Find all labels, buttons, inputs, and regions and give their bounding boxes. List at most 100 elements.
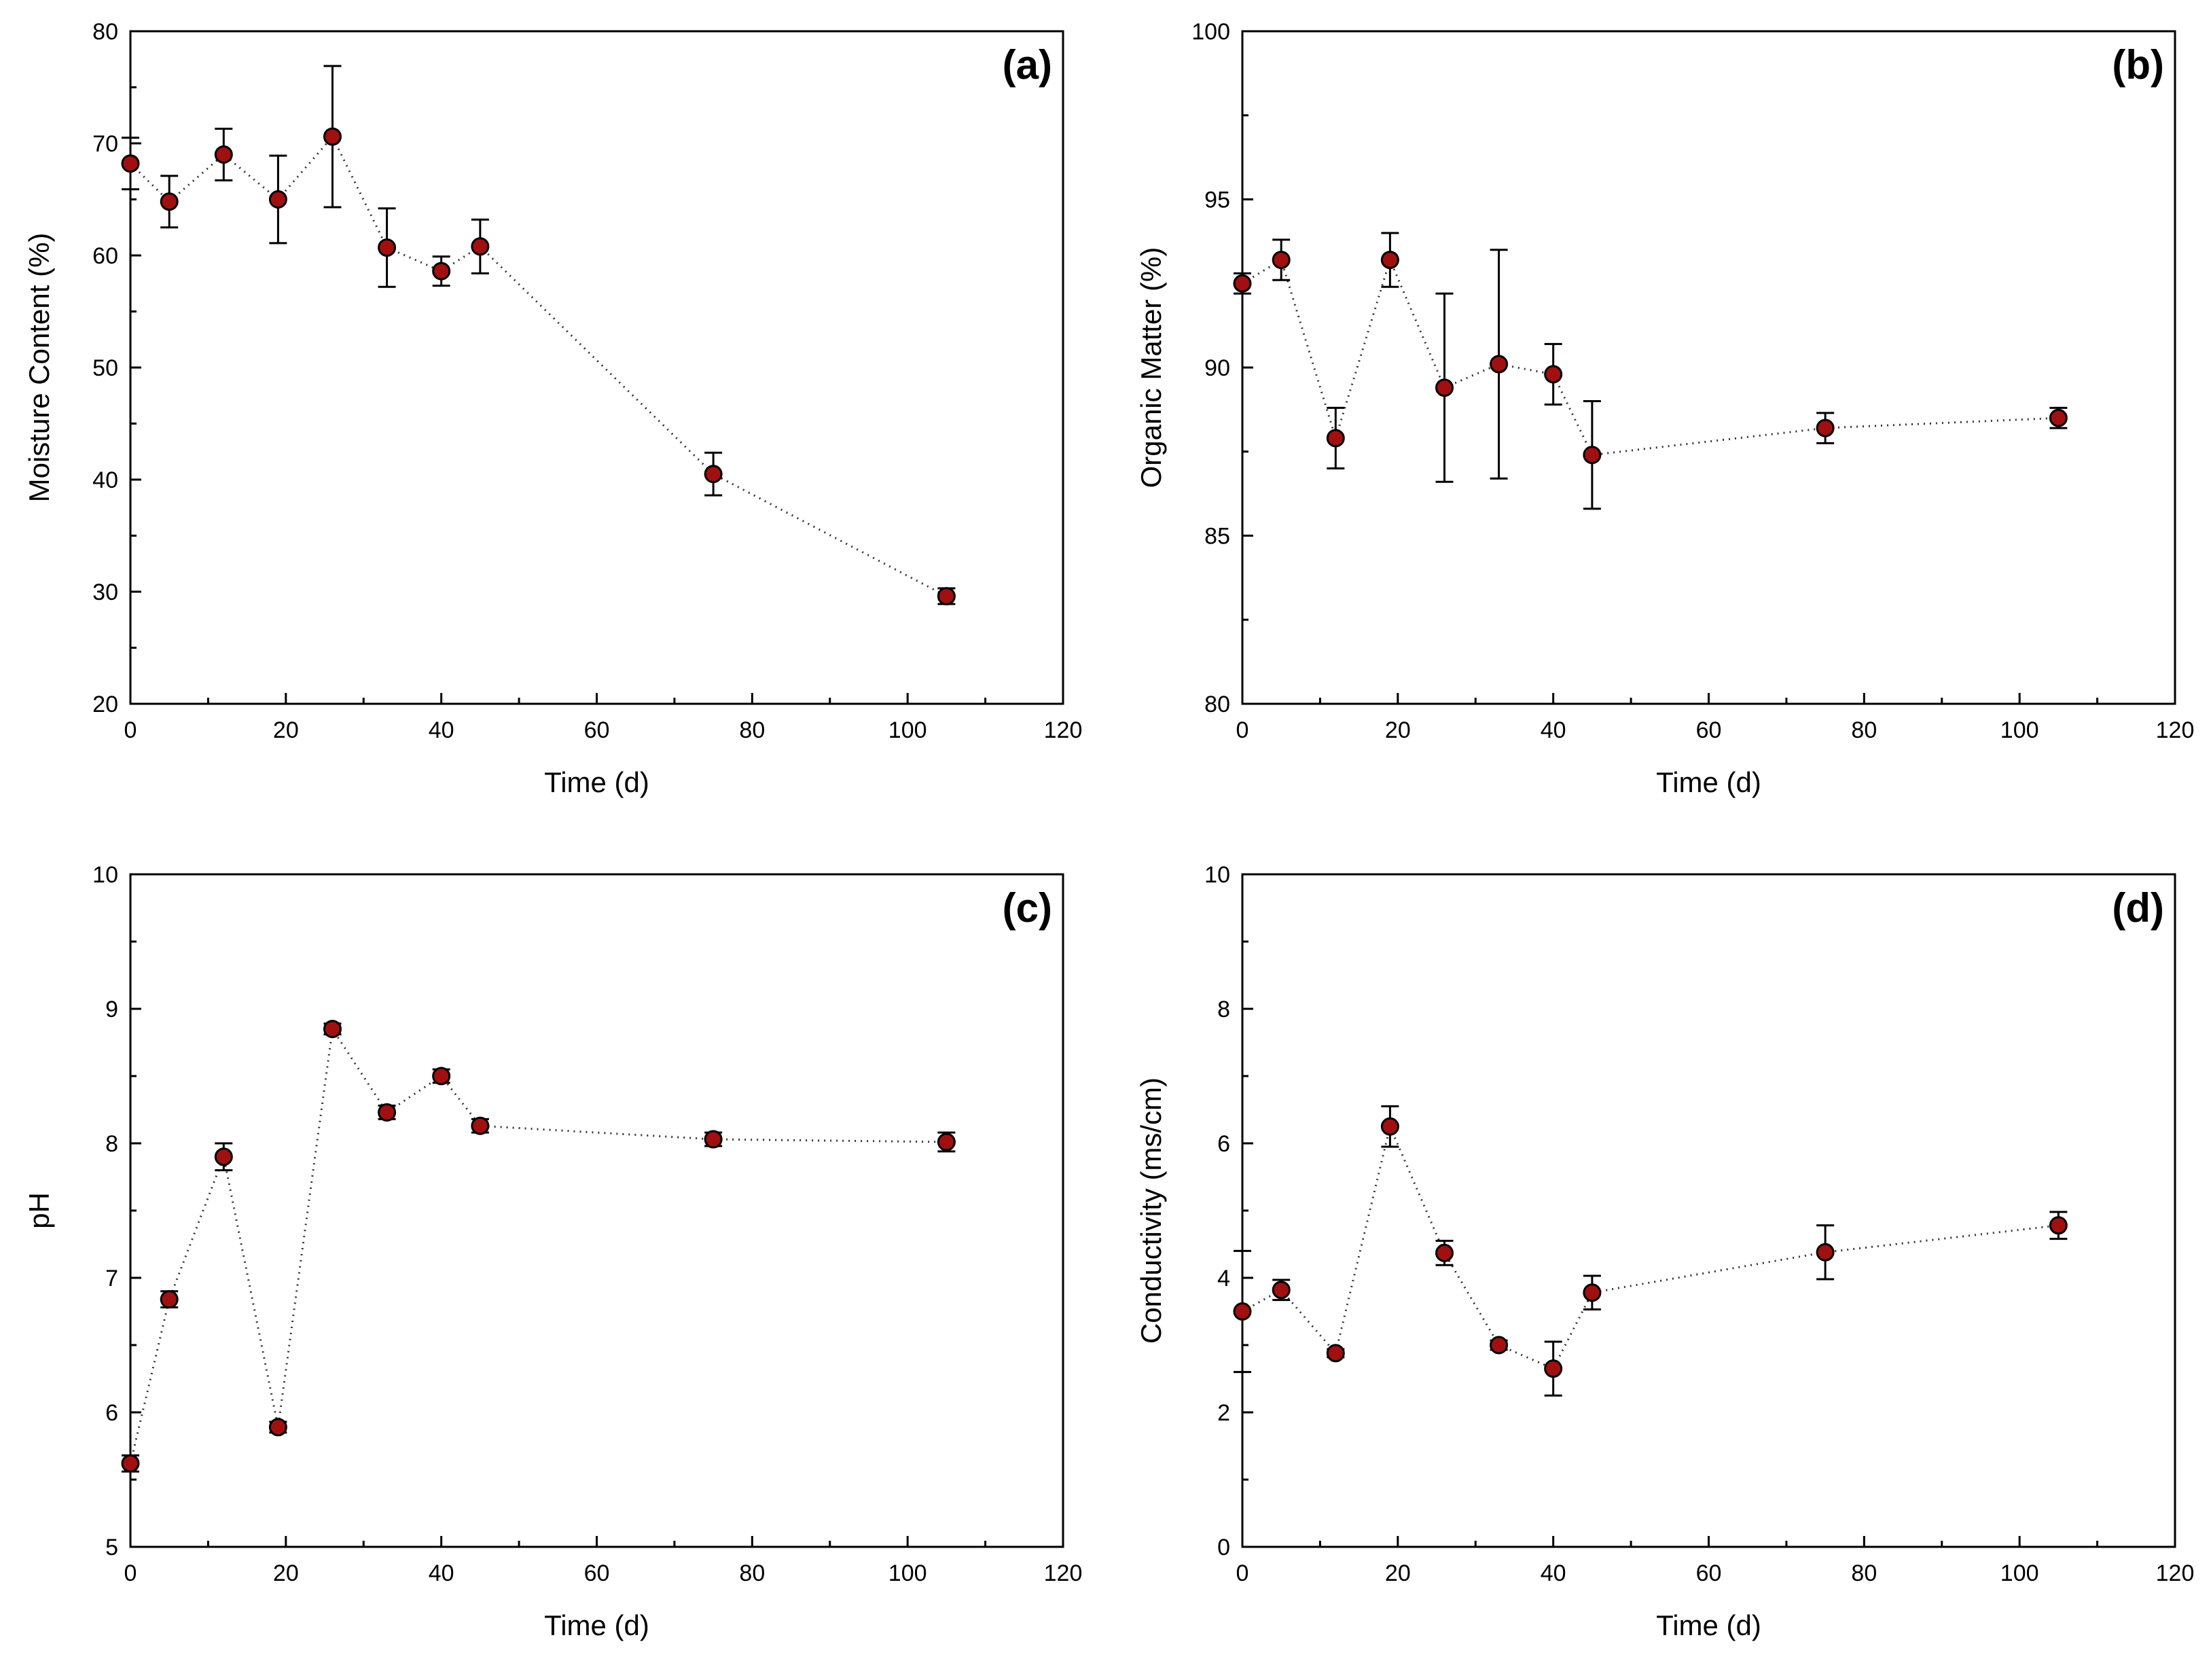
x-tick-label: 60 [584,717,610,743]
series-line [1242,257,2059,457]
data-point [1272,1281,1291,1300]
data-point [1233,274,1252,293]
y-tick-label: 6 [105,1400,118,1426]
x-tick-label: 120 [1044,717,1083,743]
y-tick-label: 20 [92,692,118,717]
x-tick-label: 120 [1044,1560,1083,1586]
y-tick-label: 0 [1217,1535,1230,1560]
data-point [1233,1302,1252,1321]
x-tick-label: 40 [1541,717,1566,743]
data-point [937,1132,956,1151]
plot-frame [129,30,1064,705]
data-point [1544,365,1563,384]
y-tick-label: 85 [1204,524,1230,550]
y-tick-label: 6 [1217,1131,1230,1157]
panel-label: (d) [2112,885,2164,931]
data-point [1544,1359,1563,1378]
data-point [1816,418,1835,437]
panel-label: (a) [1003,42,1052,88]
data-point [160,1290,179,1309]
x-tick-label: 60 [1696,717,1722,743]
data-point [1380,251,1399,270]
y-tick-label: 4 [1217,1266,1230,1291]
data-point [160,192,179,211]
data-point [1583,1283,1602,1302]
data-point [1490,1336,1509,1355]
y-tick-label: 90 [1204,355,1230,381]
y-tick-label: 50 [92,355,118,381]
data-point [121,154,140,173]
y-axis-title: Moisture Content (%) [23,233,55,503]
x-tick-label: 40 [429,1560,454,1586]
y-tick-label: 40 [92,467,118,493]
y-tick-label: 10 [1204,862,1230,888]
y-tick-label: 7 [105,1266,118,1291]
x-tick-label: 80 [739,717,765,743]
panel-c: 0 20 40 60 80 100 120 5 6 7 8 9 10 Time (d) pH (c) [23,862,1082,1641]
data-point [432,262,451,281]
x-tick-label: 80 [1851,717,1877,743]
y-tick-label: 10 [92,862,118,888]
x-tick-label: 80 [739,1560,765,1586]
data-point [1490,355,1509,374]
data-point [471,237,490,256]
y-axis-title: Organic Matter (%) [1135,247,1167,488]
x-axis-title: Time (d) [1656,1609,1761,1641]
data-point [2049,1216,2068,1235]
x-tick-label: 20 [1385,1560,1411,1586]
series-line [1242,1123,2059,1370]
data-point [268,1418,287,1437]
data-point [1816,1243,1835,1262]
panel-b: 0 20 40 60 80 100 120 80 85 90 95 100 Time (d) Organi… [1135,19,2194,798]
y-tick-label: 8 [1217,997,1230,1022]
x-axis-title: Time (d) [1656,766,1761,798]
data-point [471,1116,490,1135]
x-axis-title: Time (d) [544,766,649,798]
x-tick-label: 0 [124,717,137,743]
y-tick-label: 70 [92,131,118,157]
data-point [1435,1243,1454,1262]
plot-frame [1241,30,2176,705]
y-axis-title: Conductivity (ms/cm) [1135,1077,1167,1344]
data-point [2049,408,2068,427]
x-tick-label: 100 [2000,717,2039,743]
data-point [268,190,287,209]
x-tick-label: 100 [2000,1560,2039,1586]
data-point [1380,1117,1399,1136]
x-tick-label: 60 [1696,1560,1722,1586]
y-tick-label: 8 [105,1131,118,1157]
data-point [214,145,233,164]
x-tick-label: 0 [1236,717,1249,743]
data-point [432,1067,451,1086]
plot-frame [129,873,1064,1548]
data-point [378,1103,397,1122]
panel-d: 0 20 40 60 80 100 120 0 2 4 6 8 10 Time (d) Conductivi… [1135,862,2194,1641]
data-point [1326,429,1345,448]
data-point [1435,378,1454,397]
data-point [214,1147,233,1166]
y-tick-label: 60 [92,243,118,269]
data-point [323,1020,342,1039]
data-point [1326,1344,1345,1363]
x-axis-title: Time (d) [544,1609,649,1641]
x-tick-label: 100 [888,1560,927,1586]
x-tick-label: 20 [273,717,299,743]
data-point [937,587,956,606]
data-point [704,465,723,484]
x-tick-label: 40 [1541,1560,1566,1586]
x-tick-label: 120 [2156,1560,2195,1586]
x-tick-label: 120 [2156,717,2195,743]
x-tick-label: 0 [1236,1560,1249,1586]
y-axis-title: pH [23,1192,55,1229]
data-point [121,1454,140,1473]
data-point [323,127,342,146]
x-tick-label: 100 [888,717,927,743]
series-line [129,1026,947,1464]
y-tick-label: 30 [92,579,118,605]
plot-frame [1241,873,2176,1548]
x-tick-label: 80 [1851,1560,1877,1586]
x-tick-label: 0 [124,1560,137,1586]
y-tick-label: 2 [1217,1400,1230,1426]
